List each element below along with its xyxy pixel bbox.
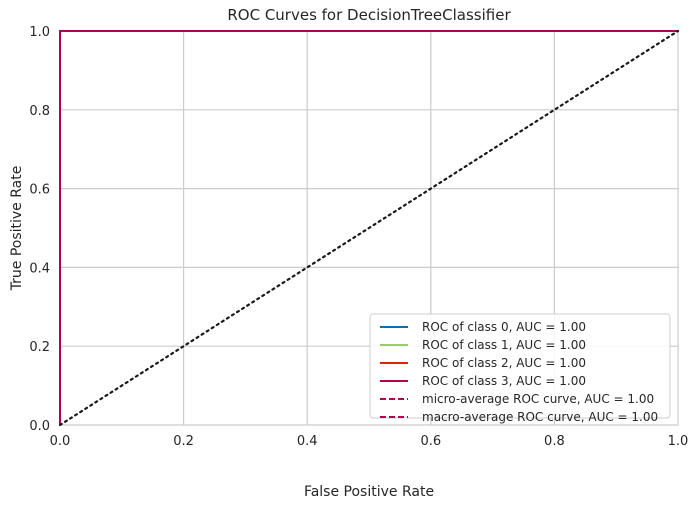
legend-label: ROC of class 0, AUC = 1.00 — [422, 320, 586, 334]
x-axis-label: False Positive Rate — [304, 484, 434, 500]
x-tick-label: 0.0 — [50, 434, 71, 449]
y-tick-label: 0.6 — [29, 183, 50, 198]
chart-title: ROC Curves for DecisionTreeClassifier — [227, 6, 511, 24]
series-line-5 — [59, 30, 678, 425]
legend-label: macro-average ROC curve, AUC = 1.00 — [422, 410, 658, 424]
y-axis-label: True Positive Rate — [9, 166, 25, 292]
y-tick-labels: 0.0 0.2 0.4 0.6 0.8 1.0 — [29, 25, 50, 434]
x-tick-label: 1.0 — [668, 434, 689, 449]
x-tick-label: 0.8 — [544, 434, 565, 449]
y-tick-label: 0.4 — [29, 261, 50, 276]
x-tick-label: 0.6 — [420, 434, 441, 449]
y-tick-label: 0.8 — [29, 104, 50, 119]
legend-label: ROC of class 2, AUC = 1.00 — [422, 356, 586, 370]
y-tick-label: 1.0 — [29, 25, 50, 40]
x-tick-label: 0.4 — [297, 434, 318, 449]
y-tick-label: 0.2 — [29, 340, 50, 355]
plot-area — [58, 29, 680, 427]
legend-box — [369, 313, 671, 419]
series-layer — [59, 30, 678, 425]
chance-line — [58, 29, 680, 427]
legend: ROC of class 0, AUC = 1.00 ROC of class 1… — [369, 313, 671, 424]
x-tick-labels: 0.0 0.2 0.4 0.6 0.8 1.0 — [50, 434, 689, 449]
reference-layer — [58, 29, 680, 427]
y-tick-label: 0.0 — [29, 419, 50, 434]
legend-label: ROC of class 1, AUC = 1.00 — [422, 338, 586, 352]
x-tick-label: 0.2 — [173, 434, 194, 449]
legend-items: ROC of class 0, AUC = 1.00 ROC of class 1… — [380, 320, 658, 424]
legend-label: ROC of class 3, AUC = 1.00 — [422, 374, 586, 388]
legend-label: micro-average ROC curve, AUC = 1.00 — [422, 392, 654, 406]
